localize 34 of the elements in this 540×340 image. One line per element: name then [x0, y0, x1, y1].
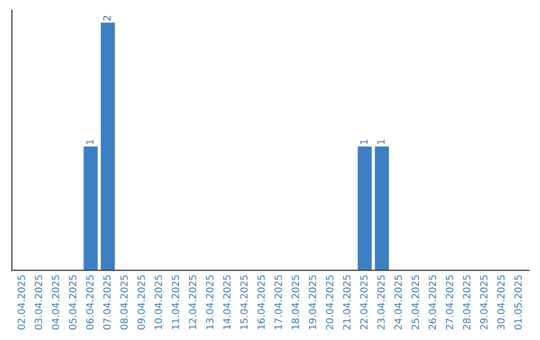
data-label: 1 [86, 140, 94, 144]
x-tick-label: 01.05.2025 [514, 275, 522, 330]
data-label: 1 [360, 140, 368, 144]
x-tick-label: 19.04.2025 [308, 275, 316, 330]
x-tick-label: 18.04.2025 [292, 275, 300, 330]
x-tick-label: 22.04.2025 [360, 275, 368, 330]
x-tick-label: 26.04.2025 [428, 275, 436, 330]
x-tick-label: 29.04.2025 [480, 275, 488, 330]
x-tick-label: 02.04.2025 [18, 275, 25, 330]
x-tick-label: 04.04.2025 [52, 275, 60, 330]
x-tick-label: 07.04.2025 [103, 275, 111, 330]
x-tick-label: 15.04.2025 [240, 275, 248, 330]
x-tick-label: 28.04.2025 [463, 275, 470, 330]
x-tick-label: 09.04.2025 [138, 275, 145, 330]
x-tick-label: 10.04.2025 [154, 275, 162, 330]
x-tick-label: 25.04.2025 [412, 275, 419, 330]
x-tick-label: 17.04.2025 [274, 275, 282, 330]
x-tick-label: 12.04.2025 [188, 275, 196, 330]
x-tick-label: 16.04.2025 [257, 275, 265, 330]
x-tick-label: 13.04.2025 [206, 275, 214, 330]
data-label: 2 [103, 16, 110, 20]
x-tick-label: 06.04.2025 [86, 275, 94, 330]
x-tick-label: 08.04.2025 [120, 275, 128, 330]
data-label: 1 [377, 140, 385, 144]
x-tick-label: 03.04.2025 [34, 275, 42, 330]
x-tick-label: 24.04.2025 [394, 275, 402, 330]
x-tick-label: 27.04.2025 [446, 275, 454, 330]
x-tick-label: 30.04.2025 [497, 275, 505, 330]
x-tick-label: 23.04.2025 [377, 275, 385, 330]
x-tick-label: 21.04.2025 [343, 275, 350, 330]
x-tick-label: 14.04.2025 [223, 275, 231, 330]
x-tick-label: 11.04.2025 [172, 275, 180, 330]
x-tick-label: 05.04.2025 [69, 275, 76, 330]
x-tick-label: 20.04.2025 [326, 275, 334, 330]
